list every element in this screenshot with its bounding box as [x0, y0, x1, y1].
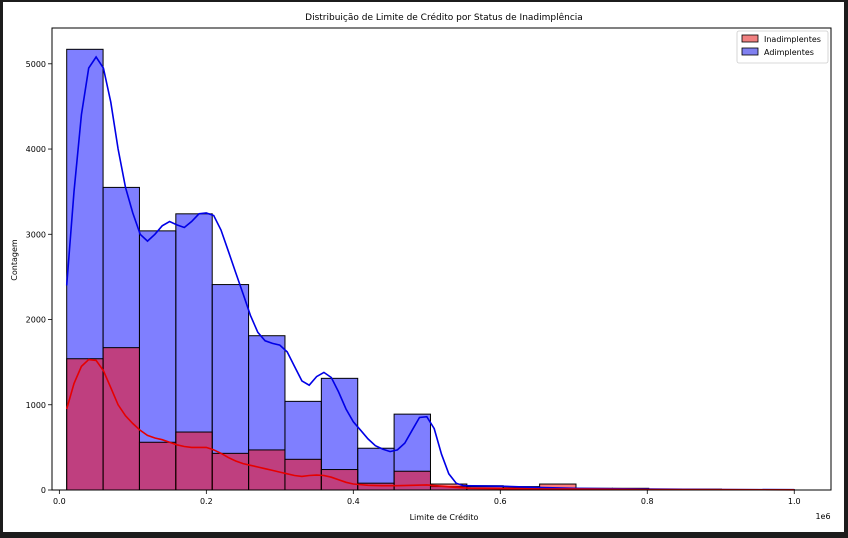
legend-label-inadimplentes: Inadimplentes: [764, 35, 821, 44]
inadimplentes-kde-line: [65, 358, 795, 491]
legend: Inadimplentes Adimplentes: [736, 30, 829, 64]
x-axis-label: Limite de Crédito: [410, 512, 479, 522]
y-tick-label: 3000: [26, 230, 46, 239]
inadimplentes-bar: [102, 347, 140, 491]
chart-title: Distribuição de Limite de Crédito por St…: [305, 12, 583, 23]
y-tick-label: 4000: [26, 145, 46, 154]
inadimplentes-bar: [175, 431, 213, 491]
x-tick-label: 0.2: [200, 497, 213, 506]
x-axis-offset-label: 1e6: [815, 512, 830, 521]
y-axis-label: Contagem: [10, 239, 19, 281]
inadimplentes-bar: [248, 449, 286, 491]
legend-swatch-inadimplentes: [741, 34, 759, 43]
plot-area-frame: [51, 27, 832, 491]
inadimplentes-bar: [138, 441, 177, 491]
y-tick-label: 1000: [26, 401, 46, 410]
y-tick-label: 0: [41, 486, 46, 495]
inadimplentes-bars: [66, 347, 795, 491]
adimplentes-kde-line: [65, 55, 795, 491]
histogram-chart: Distribuição de Limite de Crédito por St…: [10, 12, 832, 522]
inadimplentes-bar: [211, 452, 250, 491]
x-tick-label: 0.0: [53, 497, 66, 506]
x-tick-label: 0.8: [641, 497, 654, 506]
inadimplentes-bar: [393, 470, 431, 491]
x-axis-ticks: 0.0 0.2 0.4 0.6 0.8 1.0: [53, 490, 801, 506]
y-tick-label: 5000: [26, 60, 46, 69]
legend-swatch-adimplentes: [741, 47, 759, 56]
inadimplentes-bar: [66, 358, 104, 491]
x-tick-label: 0.6: [494, 497, 507, 506]
legend-box: [736, 30, 829, 64]
y-axis-ticks: 0 1000 2000 3000 4000 5000: [26, 60, 52, 495]
chart-figure: Distribuição de Limite de Crédito por St…: [3, 2, 844, 532]
y-tick-label: 2000: [26, 316, 46, 325]
x-tick-label: 1.0: [788, 497, 801, 506]
legend-label-adimplentes: Adimplentes: [764, 48, 814, 57]
x-tick-label: 0.4: [347, 497, 360, 506]
